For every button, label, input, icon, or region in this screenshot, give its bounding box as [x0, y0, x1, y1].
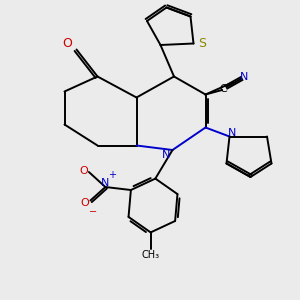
- Text: N: N: [101, 178, 110, 188]
- Text: S: S: [199, 37, 206, 50]
- Text: N: N: [162, 149, 171, 160]
- Text: −: −: [89, 207, 98, 217]
- Text: O: O: [81, 198, 89, 208]
- Text: N: N: [227, 128, 236, 138]
- Text: +: +: [108, 170, 116, 180]
- Text: CH₃: CH₃: [142, 250, 160, 260]
- Text: C: C: [220, 84, 227, 94]
- Text: O: O: [79, 166, 88, 176]
- Text: O: O: [63, 37, 72, 50]
- Text: N: N: [240, 72, 249, 82]
